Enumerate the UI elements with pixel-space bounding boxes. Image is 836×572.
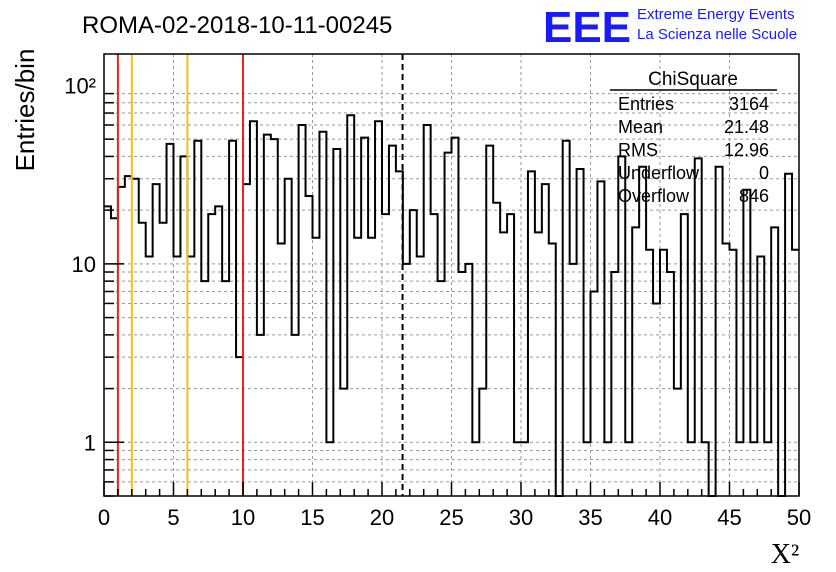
logo-tagline-2: La Scienza nelle Scuole xyxy=(637,26,797,43)
x-tick-label: 35 xyxy=(578,505,602,530)
stats-value: 3164 xyxy=(729,94,769,114)
histogram-bin xyxy=(639,167,646,496)
histogram-bin xyxy=(375,121,382,496)
histogram-bin xyxy=(771,227,778,496)
histogram-bin xyxy=(306,196,313,496)
histogram-bin xyxy=(507,214,514,496)
histogram-bin xyxy=(632,227,639,496)
histogram-bin xyxy=(153,184,160,496)
stats-value: 0 xyxy=(759,163,769,183)
histogram-bin xyxy=(118,187,125,496)
histogram-bin xyxy=(591,291,598,496)
x-tick-label: 10 xyxy=(231,505,255,530)
histogram-bin xyxy=(104,206,111,496)
stats-value: 21.48 xyxy=(724,117,769,137)
y-axis-label: Entries/bin xyxy=(10,49,40,172)
stats-label: Overflow xyxy=(618,186,690,206)
histogram-bin xyxy=(716,167,723,496)
histogram-bin xyxy=(660,250,667,496)
stats-label: RMS xyxy=(618,140,658,160)
stats-box: ChiSquare Entries 3164 Mean 21.48 RMS 12.96 Un… xyxy=(610,69,777,206)
histogram-bin xyxy=(410,210,417,496)
histogram-bin xyxy=(180,156,187,496)
histogram-bin xyxy=(730,250,737,496)
histogram-bin xyxy=(528,171,535,496)
run-title: ROMA-02-2018-10-11-00245 xyxy=(82,12,392,39)
eee-logo: EEE xyxy=(543,3,631,52)
histogram-series xyxy=(104,114,799,497)
x-tick-label: 0 xyxy=(98,505,110,530)
histogram-bin xyxy=(250,121,257,496)
histogram-bin xyxy=(299,125,306,496)
stats-label: Underflow xyxy=(618,163,700,183)
histogram-bin xyxy=(458,272,465,496)
x-tick-label: 50 xyxy=(787,505,811,530)
histogram-bin xyxy=(646,250,653,496)
histogram-bin xyxy=(403,264,410,496)
histogram-bin xyxy=(292,335,299,496)
histogram-bin xyxy=(424,125,431,496)
histogram-bin xyxy=(611,272,618,496)
histogram-bin xyxy=(347,115,354,496)
histogram-bin xyxy=(382,214,389,496)
x-tick-label: 15 xyxy=(300,505,324,530)
x-axis-tick-labels: 0 5 10 15 20 25 30 35 40 45 50 xyxy=(98,505,811,530)
histogram-bin xyxy=(486,146,493,496)
histogram-bin xyxy=(445,153,452,496)
histogram-bin xyxy=(618,156,625,496)
histogram-bin xyxy=(333,149,340,496)
histogram-bin xyxy=(319,132,326,496)
histogram-bin xyxy=(681,214,688,496)
stats-label: Mean xyxy=(618,117,663,137)
histogram-bin xyxy=(597,181,604,496)
x-axis-label: X² xyxy=(771,539,800,570)
histogram-bin xyxy=(695,158,702,496)
x-tick-label: 30 xyxy=(509,505,533,530)
histogram-bin xyxy=(167,144,174,496)
histogram-bin xyxy=(542,184,549,496)
histogram-bin xyxy=(285,179,292,496)
x-tick-label: 25 xyxy=(439,505,463,530)
x-tick-label: 40 xyxy=(648,505,672,530)
histogram-bin xyxy=(792,250,799,496)
histogram-bin xyxy=(577,169,584,496)
histogram-bin xyxy=(570,264,577,496)
histogram-bin xyxy=(465,264,472,496)
histogram-bin xyxy=(493,203,500,496)
stats-label: Entries xyxy=(618,94,674,114)
x-tick-label: 20 xyxy=(370,505,394,530)
histogram-bin xyxy=(208,214,215,496)
histogram-bin xyxy=(215,206,222,496)
stats-value: 846 xyxy=(739,186,769,206)
histogram-bin xyxy=(431,214,438,496)
y-tick-label: 10² xyxy=(64,73,96,98)
histogram-bin xyxy=(667,272,674,496)
stats-value: 12.96 xyxy=(724,140,769,160)
stats-box-title: ChiSquare xyxy=(648,69,738,90)
histogram-bin xyxy=(125,176,132,496)
histogram-bin xyxy=(389,146,396,496)
y-axis-tick-labels: 1 10 10² xyxy=(64,73,96,455)
x-axis-ticks xyxy=(103,482,800,496)
histogram-bin xyxy=(132,179,139,496)
marker-lines xyxy=(116,54,404,496)
x-tick-label: 5 xyxy=(167,505,179,530)
x-tick-label: 45 xyxy=(717,505,741,530)
histogram-bin xyxy=(653,303,660,496)
y-tick-label: 1 xyxy=(84,430,96,455)
grid xyxy=(104,54,799,497)
histogram-bin xyxy=(354,238,361,496)
histogram-bin xyxy=(368,238,375,496)
histogram-bin xyxy=(243,184,250,496)
y-tick-label: 10 xyxy=(72,252,96,277)
histogram-bin xyxy=(236,357,243,496)
y-axis-ticks xyxy=(104,92,124,497)
histogram-bin xyxy=(257,335,264,496)
histogram-bin xyxy=(313,238,320,496)
logo-tagline-1: Extreme Energy Events xyxy=(637,6,795,23)
